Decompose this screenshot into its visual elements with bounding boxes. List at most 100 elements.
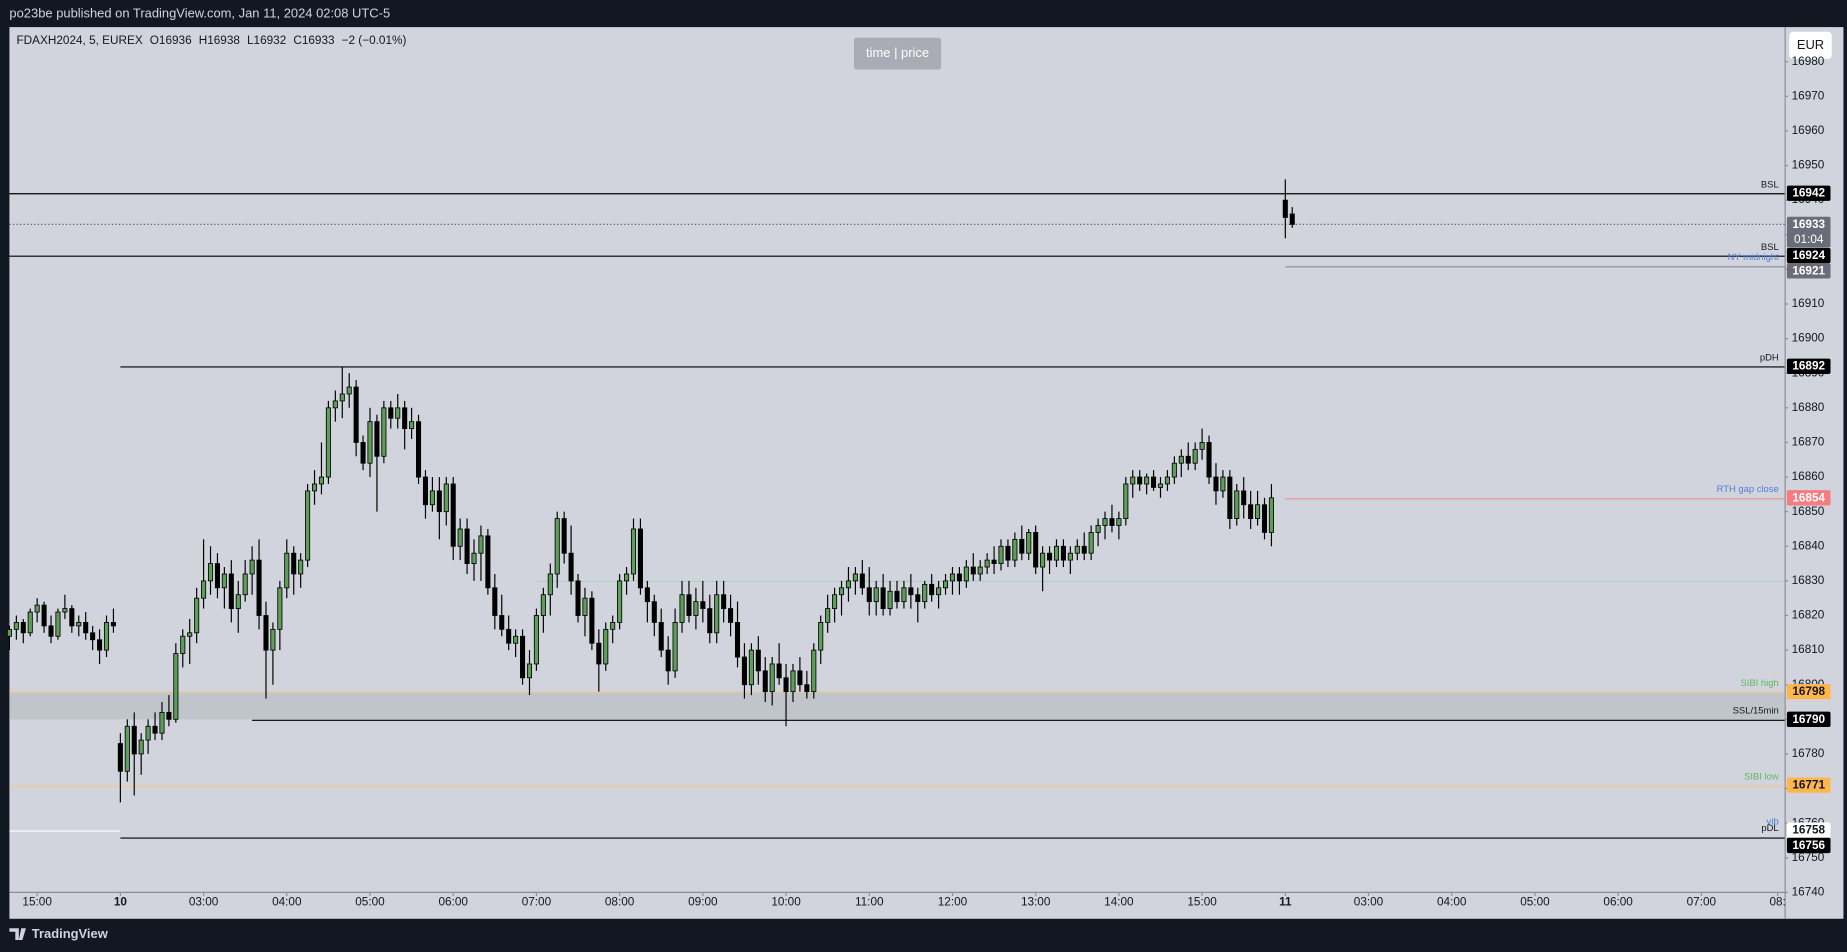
candle-body: [630, 528, 637, 575]
currency-label[interactable]: EUR: [1797, 37, 1824, 52]
toggle-button-label[interactable]: time | price: [866, 45, 929, 60]
candle-body: [672, 622, 678, 672]
y-tick-label: 16780: [1792, 747, 1825, 760]
candle-body: [693, 601, 699, 616]
legend-change: −2 (−0.01%): [342, 34, 407, 47]
footer-logo: [9, 928, 26, 940]
candle-body: [1157, 483, 1164, 488]
time-axis: [9, 892, 1785, 919]
toggle-button[interactable]: [854, 37, 942, 70]
candle-body: [644, 587, 650, 603]
candle-body: [1234, 490, 1240, 519]
candle-body: [173, 653, 179, 720]
candle-body: [499, 615, 505, 630]
candle-body: [291, 552, 297, 575]
candle-body: [395, 407, 401, 419]
price-tag-label: 16942: [1792, 187, 1825, 200]
candle-body: [922, 583, 928, 603]
candle-body: [575, 580, 581, 616]
publish-header: po23be published on TradingView.com, Jan…: [9, 6, 390, 21]
candle-body: [943, 580, 949, 589]
candle-body: [1178, 455, 1184, 464]
candle-body: [859, 573, 865, 589]
candle-body: [311, 483, 318, 492]
candle-body: [124, 725, 130, 772]
y-tick-label: 16840: [1792, 539, 1825, 552]
y-tick-label: 16900: [1792, 332, 1825, 345]
candle-body: [249, 559, 255, 575]
candle-body: [332, 400, 338, 409]
candle-body: [76, 622, 82, 627]
candle-body: [381, 407, 387, 457]
candle-body: [637, 528, 643, 589]
candle-body: [471, 552, 477, 564]
x-tick-label: 09:00: [688, 895, 718, 908]
level-label: BSL: [1761, 178, 1779, 189]
candle-body: [83, 622, 89, 634]
candle-body: [1151, 476, 1157, 488]
candle-body: [360, 442, 366, 464]
price-tag: [1786, 490, 1831, 506]
y-tick-label: 16910: [1792, 297, 1825, 310]
candle-body: [561, 518, 567, 554]
x-tick-label: 07:00: [522, 895, 552, 908]
legend-value: 16936: [159, 34, 192, 47]
candle-body: [1261, 504, 1268, 533]
candle-body: [707, 608, 713, 634]
candle-body: [464, 528, 470, 564]
candle-body: [145, 725, 151, 741]
candle-body: [790, 670, 796, 693]
candle-body: [429, 490, 435, 506]
price-tag-label: 16756: [1792, 839, 1825, 852]
candle-body: [547, 573, 553, 596]
candle-body: [721, 594, 727, 609]
candle-body: [665, 649, 671, 672]
candle-body: [506, 628, 512, 644]
level-label: pDH: [1760, 352, 1779, 363]
candle-body: [277, 587, 283, 630]
candle-body: [1074, 545, 1080, 554]
x-tick-label: 10: [114, 895, 128, 908]
candle-body: [686, 594, 692, 616]
candle-body: [422, 476, 429, 506]
candle-body: [409, 421, 415, 430]
y-tick-label: 16860: [1792, 470, 1825, 483]
level-label: pDL: [1761, 822, 1778, 833]
candle-body: [728, 608, 734, 623]
candle-body: [270, 628, 276, 651]
currency-box[interactable]: [1789, 31, 1832, 59]
candle-body: [457, 528, 463, 547]
price-tag-label: 16790: [1792, 713, 1825, 726]
legend-title: FDAXH2024, 5, EUREX: [16, 34, 142, 47]
legend-value: 16938: [207, 34, 240, 47]
price-tag-label: 16933: [1792, 218, 1825, 231]
y-tick-label: 16880: [1792, 401, 1825, 414]
y-tick-label: 16980: [1792, 55, 1825, 68]
candle-body: [1220, 476, 1226, 492]
x-tick-label: 03:00: [189, 895, 219, 908]
candle-body: [34, 604, 40, 613]
candle-body: [367, 421, 373, 464]
candle-body: [1109, 518, 1115, 526]
y-tick-label: 16950: [1792, 159, 1825, 172]
x-tick-label: 06:00: [438, 895, 468, 908]
candle-body: [1026, 532, 1032, 554]
price-tag: [1786, 216, 1831, 248]
candle-body: [818, 622, 824, 651]
y-tick-label: 16830: [1792, 574, 1825, 587]
price-tag: [1786, 777, 1831, 793]
candle-body: [714, 594, 720, 634]
candle-body: [894, 590, 900, 603]
x-tick-label: 10:00: [771, 895, 801, 908]
candle-body: [1248, 504, 1254, 519]
level-label: SIBI high: [1741, 677, 1779, 688]
candle-body: [443, 483, 449, 513]
candle-body: [915, 594, 921, 603]
candle-body: [1289, 213, 1295, 225]
candle-body: [48, 625, 54, 637]
price-tag: [1786, 683, 1831, 700]
candle-body: [110, 622, 116, 627]
candle-body: [13, 622, 19, 630]
x-tick-label: 11: [1279, 895, 1292, 908]
